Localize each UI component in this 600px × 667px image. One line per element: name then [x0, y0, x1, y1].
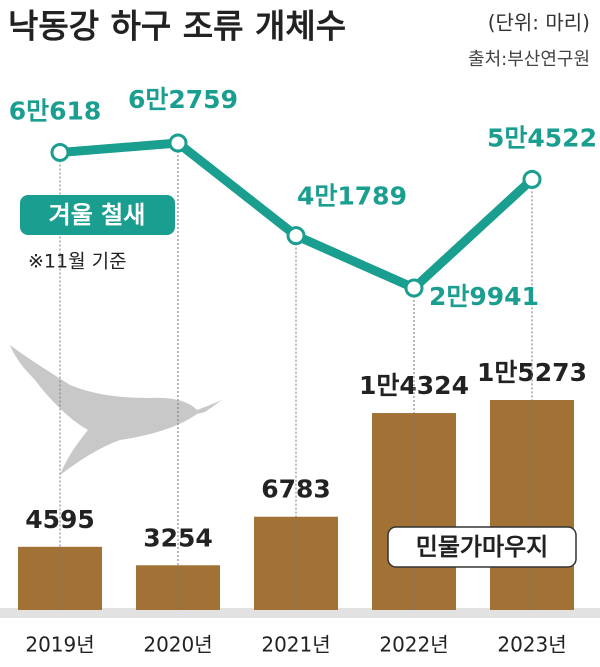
- x-tick-label: 2021년: [261, 633, 330, 657]
- legend-line-box: [20, 195, 175, 235]
- line-value-label: 2만9941: [429, 282, 539, 311]
- unit: (단위: 마리): [488, 11, 590, 35]
- baseline-strip: [0, 608, 600, 618]
- chart-title: 낙동강 하구 조류 개체수: [8, 7, 346, 46]
- point: [168, 133, 188, 153]
- line-value-label: 5만4522: [487, 123, 597, 152]
- x-tick-label: 2020년: [143, 633, 212, 657]
- x-tick-label: 2022년: [379, 633, 448, 657]
- line-value-label: 4만1789: [297, 182, 407, 211]
- source: 출처:부산연구원: [468, 49, 590, 70]
- legend-line-label: 겨울 철새: [49, 201, 146, 229]
- line-value-label: 6만618: [9, 96, 102, 125]
- legend-bar-box: [387, 526, 577, 568]
- annotation: ※11월 기준: [28, 251, 127, 273]
- bird-silhouette: [10, 345, 222, 475]
- x-tick-label: 2023년: [497, 633, 566, 657]
- point: [522, 169, 542, 189]
- point: [50, 142, 70, 162]
- point: [404, 278, 424, 298]
- point: [286, 226, 306, 246]
- line-value-label: 6만2759: [128, 85, 238, 114]
- legend-bar-label: 민물가마우지: [416, 533, 548, 561]
- x-tick-label: 2019년: [25, 633, 94, 657]
